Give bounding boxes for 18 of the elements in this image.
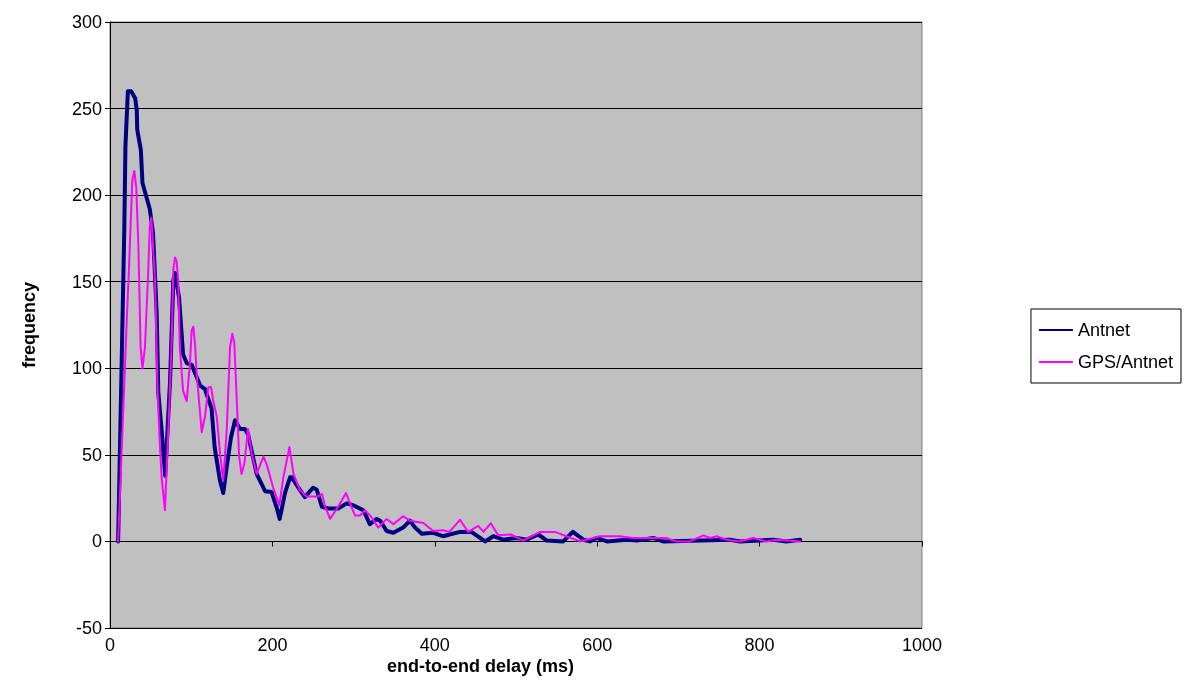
x-tick-label: 0 [104, 635, 116, 655]
x-tick-label: 800 [744, 635, 775, 655]
x-tick-label: 600 [582, 635, 613, 655]
x-axis-title: end-to-end delay (ms) [387, 656, 575, 676]
x-tick-label: 1000 [901, 635, 943, 655]
y-tick-label: 250 [71, 98, 102, 119]
y-tick-label: 200 [71, 185, 102, 206]
y-tick-label: -50 [75, 618, 102, 638]
y-tick-label: 0 [91, 531, 102, 552]
x-tick-label: 200 [257, 635, 288, 655]
y-tick-label: 150 [71, 271, 102, 292]
y-tick-label: 50 [81, 444, 102, 465]
y-axis-title: frequency [19, 281, 39, 369]
x-tick-label: 400 [419, 635, 450, 655]
legend-label: GPS/Antnet [1077, 352, 1174, 372]
y-tick-label: 100 [71, 358, 102, 379]
legend-label: Antnet [1077, 320, 1130, 340]
y-tick-label: 300 [71, 12, 102, 32]
